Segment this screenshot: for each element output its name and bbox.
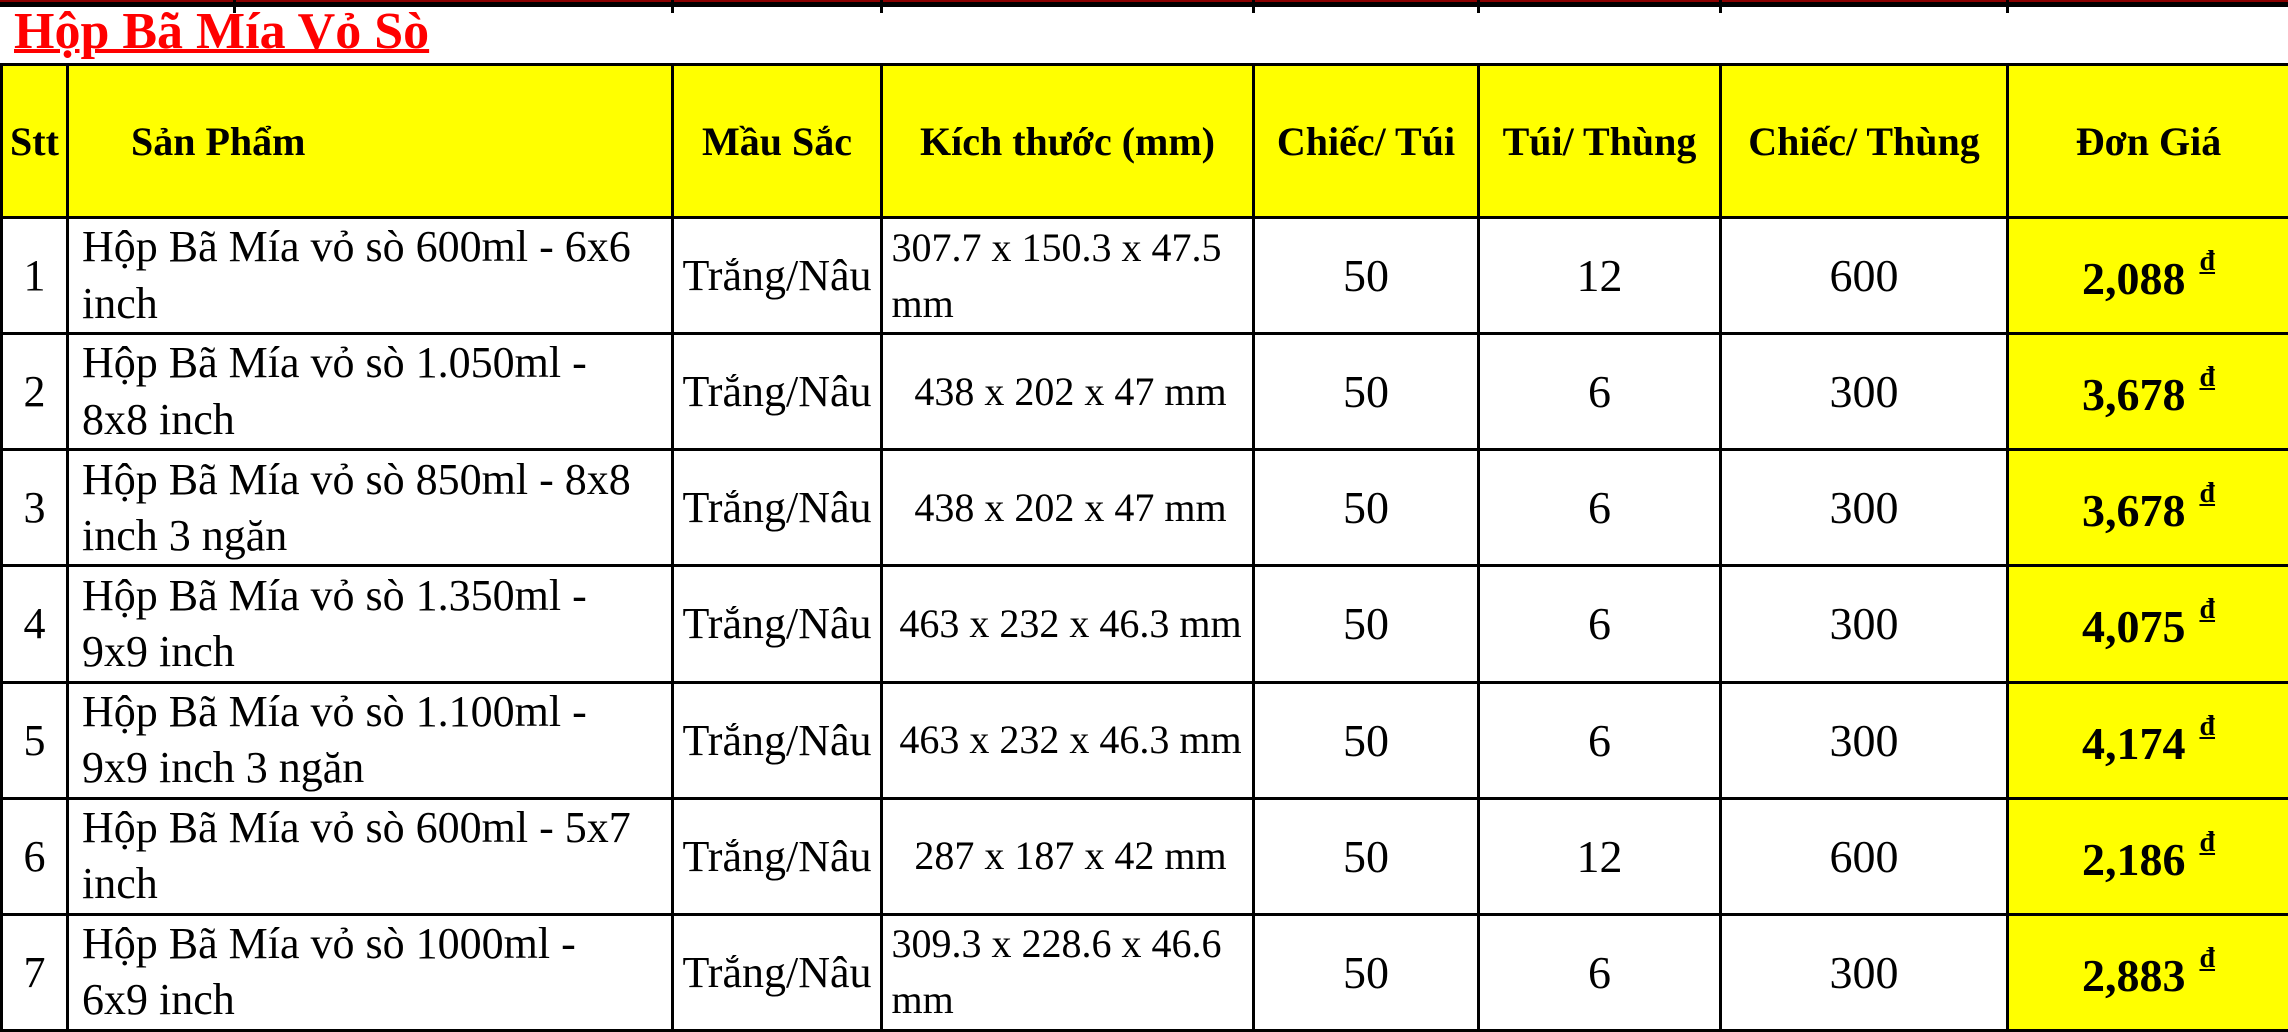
cell-product: Hộp Bã Mía vỏ sò 1.100ml - 9x9 inch 3 ng… xyxy=(66,680,674,800)
cell-stt: 7 xyxy=(0,912,69,1032)
cell-bags-per-carton: 6 xyxy=(1477,912,1722,1032)
cell-pcs-per-bag: 50 xyxy=(1252,680,1480,800)
price-value: 4,174 xyxy=(2081,717,2186,769)
cell-pcs-per-carton: 300 xyxy=(1719,448,2009,568)
cell-size: 307.7 x 150.3 x 47.5 mm xyxy=(880,215,1255,336)
cell-product: Hộp Bã Mía vỏ sò 850ml - 8x8 inch 3 ngăn xyxy=(66,448,674,568)
cell-pcs-per-carton: 300 xyxy=(1719,912,2009,1032)
column-tick xyxy=(233,0,236,13)
cell-size: 287 x 187 x 42 mm xyxy=(880,796,1255,916)
price-value: 3,678 xyxy=(2081,369,2186,421)
cell-unit-price: 4,075 đ xyxy=(2006,564,2288,684)
cell-product: Hộp Bã Mía vỏ sò 1.050ml - 8x8 inch xyxy=(66,332,674,452)
cell-color: Trắng/Nâu xyxy=(671,332,883,452)
currency-symbol: đ xyxy=(2199,826,2216,858)
cell-color: Trắng/Nâu xyxy=(671,564,883,684)
cell-size: 438 x 202 x 47 mm xyxy=(880,448,1255,568)
table-row: 2 Hộp Bã Mía vỏ sò 1.050ml - 8x8 inch Tr… xyxy=(0,332,2288,452)
price-value: 2,088 xyxy=(2081,253,2186,305)
cell-bags-per-carton: 12 xyxy=(1477,215,1722,336)
column-tick xyxy=(880,0,883,13)
cell-pcs-per-carton: 300 xyxy=(1719,680,2009,800)
price-value: 3,678 xyxy=(2081,485,2186,537)
currency-symbol: đ xyxy=(2199,710,2216,742)
cell-unit-price: 3,678 đ xyxy=(2006,332,2288,452)
cell-unit-price: 3,678 đ xyxy=(2006,448,2288,568)
price-table: Stt Sản Phẩm Mầu Sắc Kích thước (mm) Chi… xyxy=(0,63,2288,1032)
cell-stt: 4 xyxy=(0,564,69,684)
table-row: 3 Hộp Bã Mía vỏ sò 850ml - 8x8 inch 3 ng… xyxy=(0,448,2288,568)
cell-stt: 6 xyxy=(0,796,69,916)
cell-color: Trắng/Nâu xyxy=(671,680,883,800)
cell-unit-price: 2,883 đ xyxy=(2006,912,2288,1032)
cell-product: Hộp Bã Mía vỏ sò 600ml - 6x6 inch xyxy=(66,215,674,336)
cell-pcs-per-bag: 50 xyxy=(1252,215,1480,336)
column-tick xyxy=(1252,0,1255,13)
header-color: Mầu Sắc xyxy=(671,63,883,219)
cell-product: Hộp Bã Mía vỏ sò 600ml - 5x7 inch xyxy=(66,796,674,916)
cell-size: 463 x 232 x 46.3 mm xyxy=(880,680,1255,800)
currency-symbol: đ xyxy=(2199,942,2216,974)
cell-color: Trắng/Nâu xyxy=(671,215,883,336)
header-stt: Stt xyxy=(0,63,69,219)
header-row: Stt Sản Phẩm Mầu Sắc Kích thước (mm) Chi… xyxy=(0,63,2288,219)
header-unit-price: Đơn Giá xyxy=(2006,63,2288,219)
cell-bags-per-carton: 6 xyxy=(1477,680,1722,800)
cell-product: Hộp Bã Mía vỏ sò 1000ml - 6x9 inch xyxy=(66,912,674,1032)
cell-pcs-per-carton: 600 xyxy=(1719,215,2009,336)
header-pcs-per-bag: Chiếc/ Túi xyxy=(1252,63,1480,219)
top-cutoff-strip xyxy=(0,0,2288,7)
cell-unit-price: 4,174 đ xyxy=(2006,680,2288,800)
column-tick xyxy=(2006,0,2009,13)
column-tick xyxy=(1719,0,1722,13)
cell-size: 438 x 202 x 47 mm xyxy=(880,332,1255,452)
cell-stt: 2 xyxy=(0,332,69,452)
header-size: Kích thước (mm) xyxy=(880,63,1255,219)
cell-pcs-per-bag: 50 xyxy=(1252,448,1480,568)
cell-product: Hộp Bã Mía vỏ sò 1.350ml - 9x9 inch xyxy=(66,564,674,684)
cell-size: 463 x 232 x 46.3 mm xyxy=(880,564,1255,684)
currency-symbol: đ xyxy=(2199,478,2216,510)
price-value: 4,075 xyxy=(2081,601,2186,653)
cell-unit-price: 2,186 đ xyxy=(2006,796,2288,916)
table-row: 4 Hộp Bã Mía vỏ sò 1.350ml - 9x9 inch Tr… xyxy=(0,564,2288,684)
cell-pcs-per-bag: 50 xyxy=(1252,564,1480,684)
cell-stt: 3 xyxy=(0,448,69,568)
cell-size: 309.3 x 228.6 x 46.6 mm xyxy=(880,912,1255,1032)
cell-pcs-per-bag: 50 xyxy=(1252,796,1480,916)
cell-stt: 1 xyxy=(0,215,69,336)
header-pcs-per-carton: Chiếc/ Thùng xyxy=(1719,63,2009,219)
cell-pcs-per-carton: 600 xyxy=(1719,796,2009,916)
cell-pcs-per-carton: 300 xyxy=(1719,564,2009,684)
table-row: 5 Hộp Bã Mía vỏ sò 1.100ml - 9x9 inch 3 … xyxy=(0,680,2288,800)
table-row: 7 Hộp Bã Mía vỏ sò 1000ml - 6x9 inch Trắ… xyxy=(0,912,2288,1032)
cell-unit-price: 2,088 đ xyxy=(2006,215,2288,336)
currency-symbol: đ xyxy=(2199,362,2216,394)
cell-bags-per-carton: 6 xyxy=(1477,332,1722,452)
cell-color: Trắng/Nâu xyxy=(671,796,883,916)
cell-bags-per-carton: 6 xyxy=(1477,448,1722,568)
header-bags-per-carton: Túi/ Thùng xyxy=(1477,63,1722,219)
currency-symbol: đ xyxy=(2199,594,2216,626)
column-tick xyxy=(671,0,674,13)
cell-bags-per-carton: 6 xyxy=(1477,564,1722,684)
cell-color: Trắng/Nâu xyxy=(671,448,883,568)
cell-color: Trắng/Nâu xyxy=(671,912,883,1032)
currency-symbol: đ xyxy=(2199,246,2216,278)
cell-pcs-per-bag: 50 xyxy=(1252,912,1480,1032)
cell-pcs-per-bag: 50 xyxy=(1252,332,1480,452)
table-row: 6 Hộp Bã Mía vỏ sò 600ml - 5x7 inch Trắn… xyxy=(0,796,2288,916)
column-tick xyxy=(1477,0,1480,13)
page-title: Hộp Bã Mía Vỏ Sò xyxy=(14,3,430,60)
cell-bags-per-carton: 12 xyxy=(1477,796,1722,916)
table-row: 1 Hộp Bã Mía vỏ sò 600ml - 6x6 inch Trắn… xyxy=(0,215,2288,336)
cell-pcs-per-carton: 300 xyxy=(1719,332,2009,452)
price-value: 2,883 xyxy=(2081,949,2186,1001)
header-product: Sản Phẩm xyxy=(66,63,674,219)
price-value: 2,186 xyxy=(2081,833,2186,885)
cell-stt: 5 xyxy=(0,680,69,800)
